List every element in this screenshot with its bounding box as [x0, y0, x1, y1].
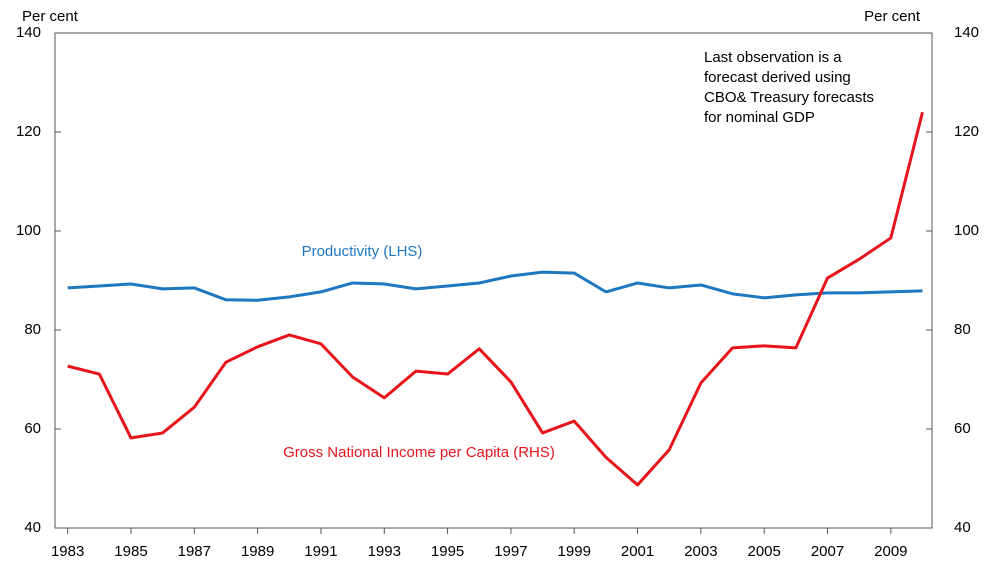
annotation: Last observation is a [704, 49, 842, 66]
x-tick-label: 1985 [114, 543, 147, 560]
x-tick-label: 1995 [431, 543, 464, 560]
y2-tick-label: 100 [954, 222, 979, 239]
y-tick-label: 60 [24, 420, 41, 437]
x-tick-label: 2009 [874, 543, 907, 560]
y2-tick-label: 140 [954, 24, 979, 41]
y-tick-label: 80 [24, 321, 41, 338]
y-tick-label: 140 [16, 24, 41, 41]
plot-frame [54, 32, 933, 529]
x-tick-label: 2001 [621, 543, 654, 560]
series-line [67, 270, 923, 302]
y-tick-label: 40 [24, 519, 41, 536]
x-tick-label: 2007 [811, 543, 844, 560]
y2-axis-label: Per cent [864, 8, 921, 25]
annotation: forecast derived using [704, 69, 851, 86]
x-tick-label: 2003 [684, 543, 717, 560]
x-tick-label: 1987 [178, 543, 211, 560]
x-tick-label: 1997 [494, 543, 527, 560]
x-tick-label: 1989 [241, 543, 274, 560]
series-label: Productivity (LHS) [302, 243, 423, 260]
y2-tick-label: 120 [954, 123, 979, 140]
x-tick-label: 1983 [51, 543, 84, 560]
x-tick-label: 1999 [558, 543, 591, 560]
y-tick-label: 120 [16, 123, 41, 140]
series-line [67, 111, 924, 487]
y2-tick-label: 80 [954, 321, 971, 338]
series-label: Gross National Income per Capita (RHS) [283, 444, 555, 461]
x-tick-label: 2005 [748, 543, 781, 560]
x-tick-label: 1991 [304, 543, 337, 560]
y2-tick-label: 40 [954, 519, 971, 536]
y-tick-label: 100 [16, 222, 41, 239]
annotation: for nominal GDP [704, 109, 815, 126]
x-tick-label: 1993 [368, 543, 401, 560]
y-axis-label: Per cent [22, 8, 79, 25]
y2-tick-label: 60 [954, 420, 971, 437]
annotation: CBO& Treasury forecasts [704, 89, 874, 106]
